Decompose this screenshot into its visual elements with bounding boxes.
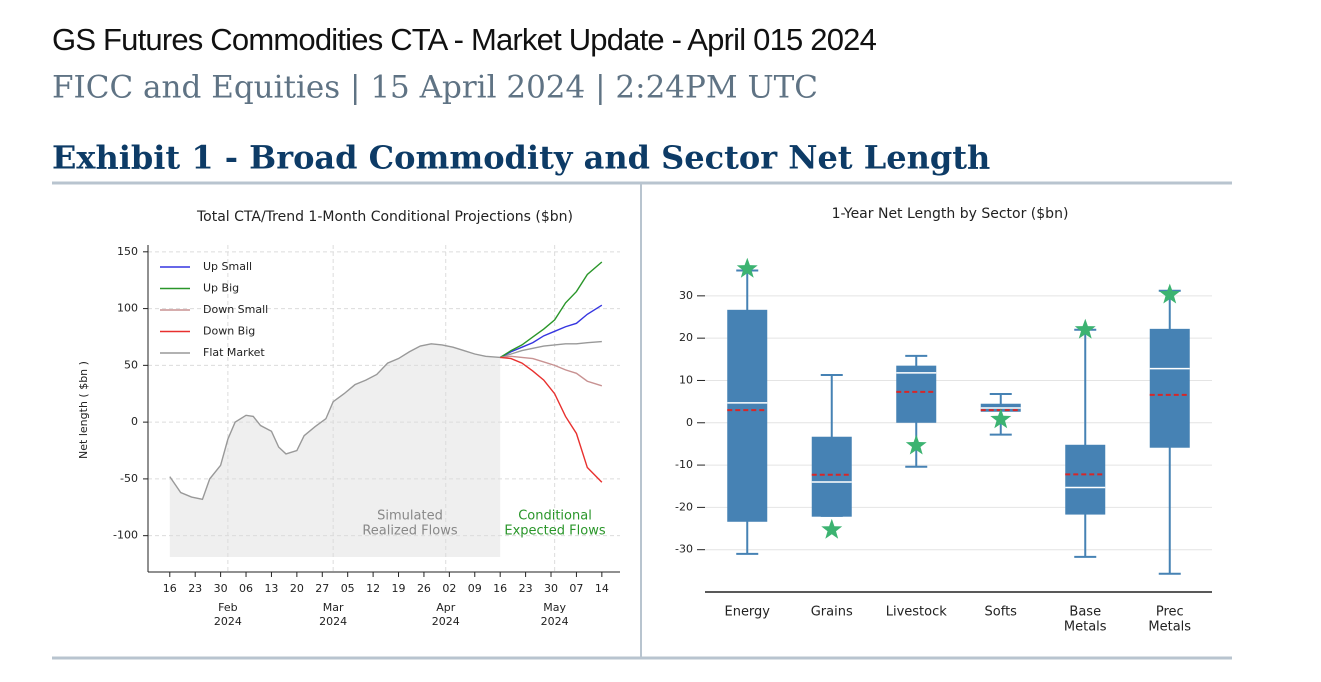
x-tick-label: Softs — [985, 605, 1018, 620]
annotation: Realized Flows — [362, 524, 458, 539]
x-tick-label: 30 — [544, 582, 558, 595]
x-month-label: Feb — [218, 601, 237, 614]
x-month-label: Mar — [323, 601, 344, 614]
y-axis-label: Net length ( $bn ) — [77, 361, 90, 459]
realized-area — [169, 343, 501, 557]
x-tick-label: Energy — [724, 605, 770, 620]
y-tick-label: -50 — [120, 472, 138, 485]
x-tick-label: 19 — [392, 582, 406, 595]
x-month-label: 2024 — [432, 615, 460, 628]
y-tick-label: -30 — [675, 543, 693, 556]
x-tick-label: 30 — [214, 582, 228, 595]
annotation: Conditional — [518, 509, 592, 524]
x-tick-label: 16 — [493, 582, 507, 595]
legend-label: Flat Market — [203, 346, 265, 359]
y-tick-label: 30 — [679, 289, 693, 302]
x-tick-label: 13 — [264, 582, 278, 595]
legend-label: Up Small — [203, 260, 252, 273]
x-tick-label: Metals — [1148, 620, 1191, 635]
legend-label: Down Big — [203, 325, 255, 338]
current-marker — [821, 518, 843, 539]
exhibit-title: Exhibit 1 - Broad Commodity and Sector N… — [52, 139, 990, 177]
x-month-label: May — [543, 601, 566, 614]
x-tick-label: 27 — [315, 582, 329, 595]
x-tick-label: Prec — [1156, 605, 1184, 620]
x-tick-label: 06 — [239, 582, 253, 595]
box — [1149, 328, 1190, 448]
x-tick-label: 16 — [163, 582, 177, 595]
series-line — [500, 355, 603, 387]
y-tick-label: 50 — [124, 358, 138, 371]
report-title: GS Futures Commodities CTA - Market Upda… — [52, 22, 877, 57]
x-tick-label: 07 — [569, 582, 583, 595]
y-tick-label: -20 — [675, 500, 693, 513]
chart-title: 1-Year Net Length by Sector ($bn) — [832, 206, 1069, 222]
x-tick-label: 23 — [188, 582, 202, 595]
series-line — [499, 261, 603, 358]
x-month-label: Apr — [436, 601, 456, 614]
current-marker — [990, 408, 1012, 429]
x-tick-label: 09 — [468, 582, 482, 595]
x-tick-label: 14 — [595, 582, 609, 595]
y-tick-label: 20 — [679, 331, 693, 344]
current-marker — [1074, 318, 1096, 339]
y-tick-label: 0 — [131, 415, 138, 428]
y-tick-label: 150 — [117, 245, 138, 258]
annotation: Simulated — [377, 509, 443, 524]
x-tick-label: 05 — [341, 582, 355, 595]
x-tick-label: Metals — [1064, 620, 1107, 635]
current-marker — [736, 257, 758, 278]
series-line — [500, 356, 603, 483]
box — [811, 436, 852, 517]
x-tick-label: Grains — [811, 605, 853, 620]
x-tick-label: 02 — [442, 582, 456, 595]
current-marker — [1159, 283, 1181, 304]
y-tick-label: 10 — [679, 373, 693, 386]
y-tick-label: 0 — [686, 416, 693, 429]
x-tick-label: 12 — [366, 582, 380, 595]
x-tick-label: Base — [1069, 605, 1101, 620]
box — [1065, 444, 1106, 515]
box — [727, 309, 768, 522]
x-month-label: 2024 — [319, 615, 347, 628]
legend-label: Up Big — [203, 282, 239, 295]
legend-label: Down Small — [203, 303, 268, 316]
x-month-label: 2024 — [214, 615, 242, 628]
current-marker — [905, 434, 927, 455]
chart-title: Total CTA/Trend 1-Month Conditional Proj… — [196, 209, 573, 225]
report-subtitle: FICC and Equities | 15 April 2024 | 2:24… — [52, 70, 818, 106]
x-tick-label: Livestock — [886, 605, 948, 620]
x-month-label: 2024 — [541, 615, 569, 628]
x-tick-label: 23 — [519, 582, 533, 595]
series-line — [169, 340, 602, 501]
y-tick-label: 100 — [117, 302, 138, 315]
y-tick-label: -100 — [113, 529, 138, 542]
box — [896, 365, 937, 423]
x-tick-label: 20 — [290, 582, 304, 595]
annotation: Expected Flows — [504, 524, 605, 539]
x-tick-label: 26 — [417, 582, 431, 595]
y-tick-label: -10 — [675, 458, 693, 471]
series-line — [499, 304, 603, 359]
